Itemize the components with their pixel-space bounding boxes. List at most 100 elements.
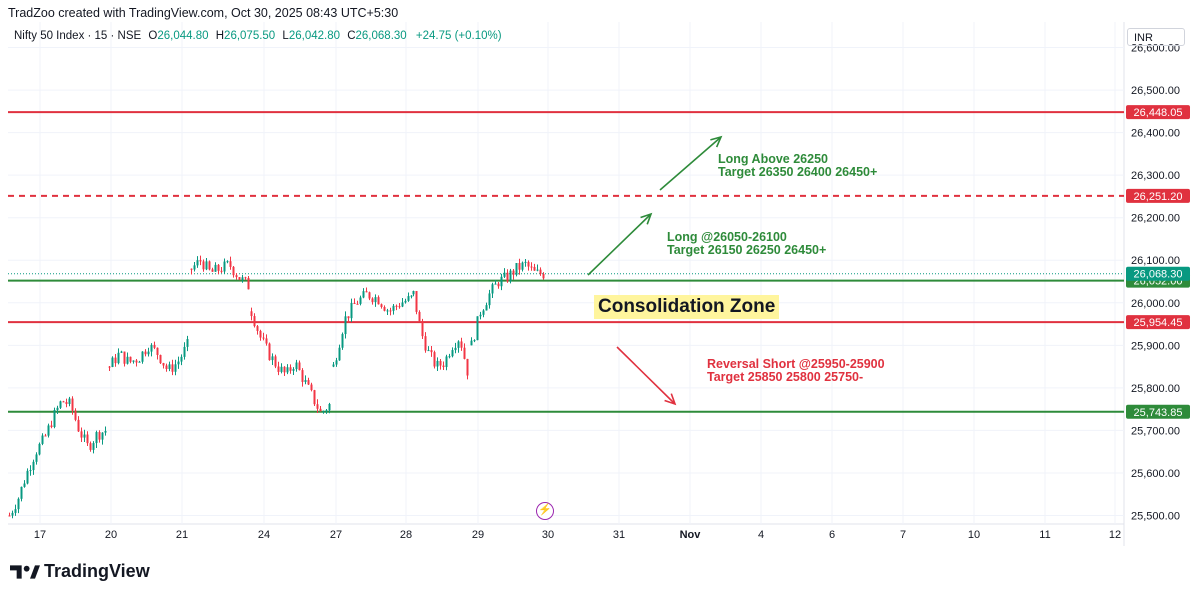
chart-attribution: TradZoo created with TradingView.com, Oc… bbox=[8, 6, 399, 20]
time-tick-label: Nov bbox=[680, 529, 702, 541]
reversal-arrow-head bbox=[664, 393, 677, 406]
candle-body bbox=[32, 461, 35, 471]
price-tick-label: 25,900.00 bbox=[1131, 340, 1180, 352]
time-tick-label: 29 bbox=[472, 529, 484, 541]
candle-body bbox=[20, 486, 23, 499]
lightning-icon[interactable]: ⚡ bbox=[536, 502, 554, 520]
candle-body bbox=[433, 352, 436, 367]
candle-body bbox=[186, 339, 189, 347]
candle-body bbox=[183, 346, 186, 357]
candle-body bbox=[295, 362, 298, 370]
candle-body bbox=[38, 443, 41, 455]
candle-body bbox=[527, 261, 530, 267]
candle-body bbox=[401, 302, 404, 307]
candle-body bbox=[344, 316, 347, 335]
candle-body bbox=[71, 398, 74, 411]
candle-body bbox=[208, 261, 211, 270]
time-tick-label: 10 bbox=[968, 529, 980, 541]
candle-body bbox=[392, 305, 395, 311]
candle-body bbox=[488, 293, 491, 306]
candle-body bbox=[180, 356, 183, 362]
candle-body bbox=[98, 432, 101, 440]
tradingview-mark-icon bbox=[10, 564, 40, 579]
candle-body bbox=[190, 268, 193, 270]
candle-body bbox=[238, 277, 241, 280]
candle-body bbox=[174, 364, 177, 372]
candle-body bbox=[23, 483, 26, 487]
candle-body bbox=[395, 305, 398, 307]
candle-body bbox=[220, 270, 223, 272]
candle-body bbox=[104, 430, 107, 433]
candle-body bbox=[539, 269, 542, 274]
long-range-line1: Long @26050-26100 bbox=[667, 230, 787, 244]
reversal-arrow-shaft bbox=[616, 346, 676, 405]
candle-body bbox=[156, 347, 159, 355]
candle-body bbox=[241, 277, 244, 280]
candle-body bbox=[454, 347, 457, 351]
candle-body bbox=[533, 266, 536, 271]
candle-body bbox=[144, 351, 147, 355]
level-price-tag bbox=[1126, 404, 1190, 419]
long-above-annotation: Long Above 26250 Target 26350 26400 2645… bbox=[718, 153, 877, 179]
candle-body bbox=[268, 343, 271, 361]
candle-body bbox=[135, 360, 138, 363]
price-tick-label: 26,300.00 bbox=[1131, 170, 1180, 182]
candle-body bbox=[445, 356, 448, 368]
price-tick-label: 25,500.00 bbox=[1131, 510, 1180, 522]
currency-selector[interactable]: INR bbox=[1127, 28, 1185, 46]
candle-body bbox=[68, 398, 71, 405]
candle-body bbox=[80, 431, 83, 438]
candle-body bbox=[262, 337, 265, 339]
time-tick-label: 27 bbox=[330, 529, 342, 541]
candle-body bbox=[59, 401, 62, 408]
time-axis: 17 20 21 24 27 28 29 30 31 Nov 4 6 7 10 11 12 bbox=[34, 529, 1121, 541]
level-price-label: 26,448.05 bbox=[1134, 107, 1183, 119]
candle-body bbox=[430, 350, 433, 353]
high-value: 26,075.50 bbox=[224, 30, 276, 42]
candle-body bbox=[479, 314, 482, 317]
candle-body bbox=[141, 351, 144, 362]
candle-body bbox=[515, 263, 518, 275]
candle-body bbox=[365, 291, 368, 293]
candle-body bbox=[14, 509, 17, 513]
candle-body bbox=[265, 338, 268, 344]
time-tick-label: 24 bbox=[258, 529, 270, 541]
candle-body bbox=[377, 297, 380, 305]
candle-body bbox=[497, 283, 500, 287]
candle-body bbox=[518, 263, 521, 270]
candle-body bbox=[325, 410, 328, 412]
candle-body bbox=[147, 351, 150, 355]
low-key: L bbox=[282, 30, 289, 42]
candle-body bbox=[304, 380, 307, 382]
candle-body bbox=[407, 296, 410, 301]
candle-body bbox=[214, 264, 217, 272]
candle-body bbox=[153, 344, 156, 348]
candle-body bbox=[56, 407, 59, 411]
time-tick-label: 21 bbox=[176, 529, 188, 541]
long-above-line1: Long Above 26250 bbox=[718, 152, 828, 166]
candle-body bbox=[271, 356, 274, 361]
candle-body bbox=[536, 269, 539, 271]
candle-body bbox=[470, 340, 473, 346]
candle-body bbox=[111, 357, 114, 367]
candle-body bbox=[205, 261, 208, 270]
candle-body bbox=[307, 380, 310, 385]
candle-body bbox=[298, 362, 301, 371]
candle-body bbox=[439, 360, 442, 366]
candle-body bbox=[542, 273, 545, 279]
candle-body bbox=[132, 360, 135, 362]
candle-body bbox=[457, 341, 460, 348]
candle-body bbox=[442, 365, 445, 368]
candle-body bbox=[196, 260, 199, 266]
candle-body bbox=[41, 435, 44, 444]
symbol-label[interactable]: Nifty 50 Index · 15 · NSE bbox=[14, 30, 142, 42]
candle-body bbox=[114, 357, 117, 364]
tradingview-logo[interactable]: TradingView bbox=[10, 561, 150, 582]
candle-body bbox=[35, 454, 38, 462]
candle-body bbox=[383, 306, 386, 311]
candle-body bbox=[530, 266, 533, 268]
candle-body bbox=[150, 344, 153, 352]
candle-body bbox=[512, 270, 515, 275]
reversal-line1: Reversal Short @25950-25900 bbox=[707, 357, 885, 371]
